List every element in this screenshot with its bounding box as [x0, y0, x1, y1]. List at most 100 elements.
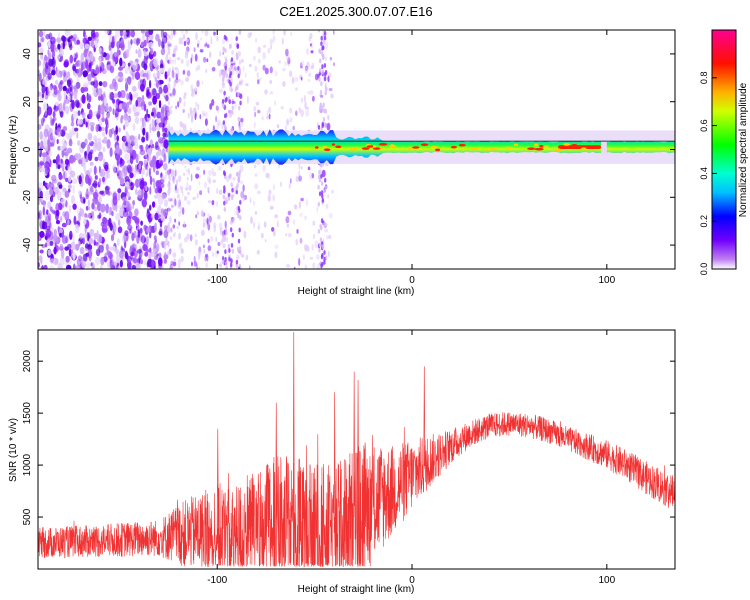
noise-blob: [222, 243, 226, 249]
noise-blob: [149, 186, 152, 195]
noise-blob: [68, 39, 72, 48]
noise-blob: [78, 159, 83, 165]
noise-blob: [222, 51, 225, 55]
noise-blob: [153, 57, 159, 68]
noise-blob: [239, 200, 242, 205]
noise-blob: [117, 188, 122, 194]
noise-blob: [217, 165, 222, 171]
noise-blob: [111, 35, 115, 43]
noise-blob: [319, 223, 322, 229]
noise-blob: [59, 232, 62, 238]
noise-blob: [327, 114, 330, 121]
noise-blob: [253, 221, 255, 229]
noise-blob: [97, 214, 101, 219]
noise-blob: [72, 203, 77, 210]
noise-blob: [313, 233, 316, 240]
noise-blob: [135, 99, 139, 107]
noise-blob: [132, 92, 139, 98]
noise-blob: [235, 259, 239, 265]
noise-blob: [210, 236, 214, 242]
noise-blob: [165, 94, 169, 102]
noise-blob: [39, 190, 44, 198]
noise-blob: [231, 100, 236, 104]
noise-blob: [225, 199, 228, 205]
noise-blob: [189, 234, 193, 242]
noise-blob: [180, 186, 184, 194]
noise-blob: [134, 116, 140, 124]
noise-blob: [298, 162, 301, 170]
noise-blob: [320, 174, 323, 179]
noise-blob: [113, 224, 117, 233]
noise-blob: [134, 143, 139, 150]
noise-blob: [167, 82, 171, 89]
noise-blob: [195, 32, 198, 40]
noise-blob: [155, 170, 159, 175]
noise-blob: [316, 263, 321, 269]
noise-blob: [81, 111, 86, 119]
noise-blob: [212, 179, 216, 183]
noise-blob: [38, 106, 42, 116]
noise-blob: [124, 78, 128, 83]
noise-blob: [92, 191, 99, 199]
noise-blob: [111, 211, 114, 217]
noise-blob: [201, 30, 204, 34]
noise-blob: [319, 67, 322, 73]
noise-blob: [140, 106, 145, 111]
noise-blob: [216, 250, 219, 254]
noise-blob: [207, 238, 210, 243]
noise-blob: [239, 122, 244, 127]
noise-blob: [324, 122, 327, 127]
noise-blob: [140, 30, 145, 34]
noise-blob: [198, 181, 201, 186]
noise-blob: [164, 71, 168, 80]
noise-blob: [127, 203, 132, 213]
noise-blob: [169, 215, 172, 224]
noise-blob: [135, 49, 138, 54]
noise-blob: [202, 56, 207, 63]
noise-blob: [194, 112, 197, 121]
noise-blob: [59, 243, 64, 251]
noise-blob: [48, 58, 54, 67]
noise-blob: [231, 50, 234, 55]
noise-blob: [220, 261, 222, 269]
noise-blob: [61, 162, 65, 168]
noise-blob: [72, 263, 76, 269]
noise-blob: [143, 49, 146, 56]
noise-blob: [168, 186, 171, 193]
noise-blob: [139, 227, 143, 234]
noise-blob: [56, 127, 62, 137]
noise-blob: [51, 209, 56, 214]
noise-blob: [172, 261, 177, 267]
noise-blob: [67, 188, 71, 193]
noise-blob: [70, 121, 75, 127]
noise-blob: [197, 64, 201, 71]
noise-blob: [235, 185, 238, 191]
noise-blob: [92, 91, 98, 97]
noise-blob: [257, 46, 261, 54]
noise-blob: [254, 183, 259, 190]
noise-blob: [317, 229, 321, 234]
noise-blob: [199, 49, 204, 53]
noise-blob: [324, 90, 327, 96]
noise-blob: [77, 190, 82, 195]
noise-blob: [206, 58, 209, 62]
noise-blob: [99, 168, 106, 177]
noise-blob: [320, 41, 323, 46]
noise-blob: [255, 101, 260, 106]
noise-blob: [40, 51, 44, 61]
noise-blob: [51, 69, 56, 76]
noise-blob: [215, 236, 218, 243]
noise-blob: [82, 236, 85, 245]
noise-blob: [87, 144, 91, 153]
noise-blob: [153, 179, 156, 190]
noise-blob: [185, 59, 190, 68]
noise-blob: [146, 248, 150, 253]
noise-blob: [310, 50, 314, 54]
noise-blob: [319, 237, 323, 243]
noise-blob: [63, 90, 66, 101]
x-tick-label: -100: [207, 275, 227, 286]
noise-blob: [193, 47, 196, 53]
noise-blob: [203, 248, 206, 254]
noise-blob: [98, 95, 101, 101]
noise-blob: [298, 201, 302, 209]
